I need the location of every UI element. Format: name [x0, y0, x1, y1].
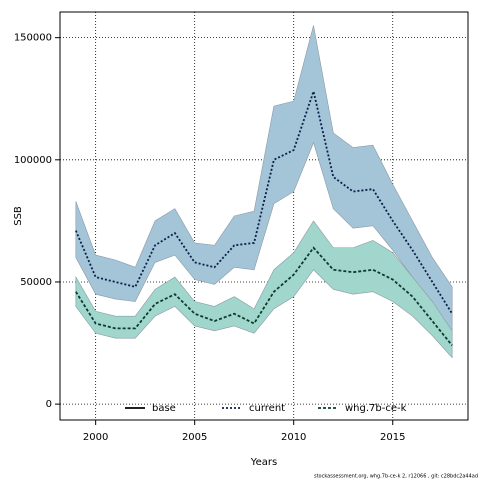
footnote: stockassessment.org, whg.7b-ce-k 2, r120…: [314, 474, 478, 480]
y-tick-label: 50000: [20, 277, 52, 288]
y-tick-label: 100000: [14, 155, 52, 166]
plot-frame: [59, 11, 469, 421]
x-axis-label: Years: [250, 457, 277, 468]
x-tick-label: 2015: [380, 432, 405, 443]
series-line: [75, 88, 453, 315]
legend-label: current: [249, 403, 285, 414]
legend-label: whg.7b-ce-k: [345, 403, 407, 414]
y-tick-label: 0: [46, 399, 52, 410]
confidence-band: [75, 220, 453, 359]
y-axis-label: SSB: [13, 206, 24, 226]
x-tick-label: 2000: [83, 432, 108, 443]
x-tick-label: 2010: [281, 432, 306, 443]
y-tick-label: 150000: [14, 33, 52, 44]
x-tick-label: 2005: [182, 432, 207, 443]
series-line: [75, 246, 453, 347]
legend-label: base: [152, 403, 176, 414]
